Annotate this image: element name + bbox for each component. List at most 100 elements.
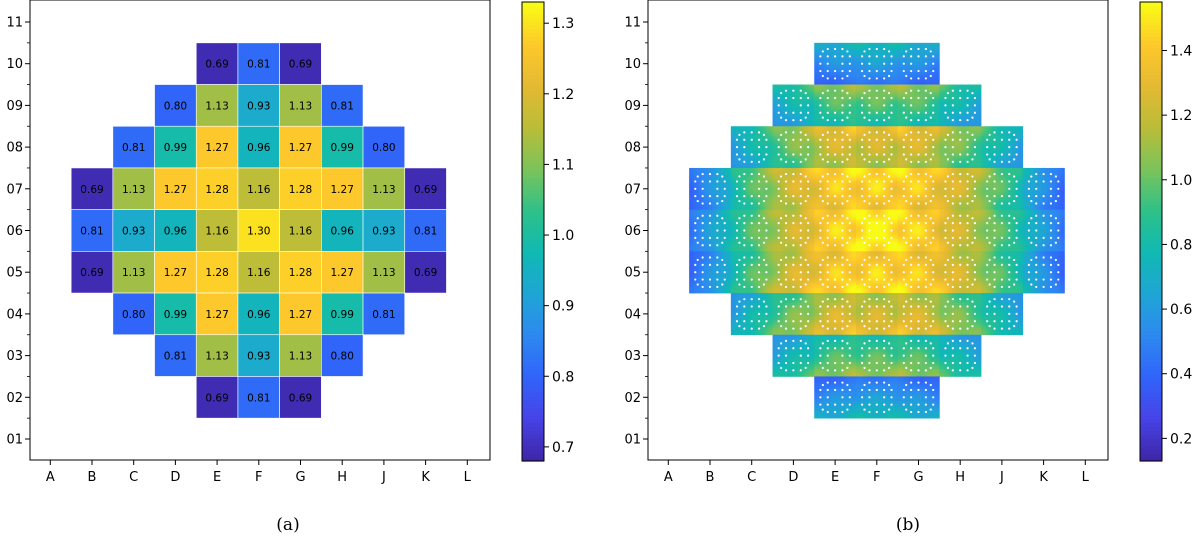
pin-cell [922,82,925,85]
pin-cell [946,84,950,88]
pin-cell [787,128,791,132]
pin-cell [878,123,881,127]
pin-cell [777,133,781,137]
pin-cell [971,145,975,149]
pin-cell [787,143,791,147]
pin-cell [846,136,849,139]
pin-cell [954,106,957,110]
pin-cell [914,67,918,71]
pin-cell [757,158,761,161]
pin-cell [787,165,791,169]
pin-cell [995,128,999,132]
pin-cell [976,165,979,169]
pin-cell [905,165,908,169]
pin-cell [936,165,940,169]
pin-cell [868,52,872,56]
pin-cell [1017,148,1021,152]
pin-cell [931,113,935,117]
pin-cell [787,101,791,105]
pin-cell [819,131,822,134]
pin-cell [900,136,903,139]
guide-tube-hole [780,116,783,119]
pin-cell [841,42,845,46]
pin-cell [831,101,835,105]
pin-cell [750,148,754,152]
pin-cell [936,89,940,93]
pin-cell [924,163,928,166]
pin-cell [789,148,793,152]
pin-cell [745,145,749,149]
pin-cell [733,165,737,169]
pin-cell [941,101,945,105]
pin-cell [985,128,989,132]
pin-cell [890,45,894,49]
pin-cell [929,153,933,157]
pin-cell [895,72,898,76]
pin-cell [745,155,749,159]
pin-cell [890,131,894,134]
pin-cell [828,109,832,112]
pin-cell [995,160,999,164]
pin-cell [1000,158,1004,161]
pin-cell [730,165,734,169]
pin-cell [878,140,881,144]
pin-cell [801,87,805,90]
pin-cell [841,158,845,161]
colorbar-segment [522,327,544,332]
pin-cell [880,138,884,142]
pin-cell [868,143,872,147]
guide-tube-hole [932,69,935,73]
pin-cell [846,87,849,90]
pin-cell [838,145,842,149]
pin-cell [735,126,739,130]
x-tick-label: H [337,470,347,485]
pin-cell [836,72,840,76]
pin-cell [885,155,889,159]
pin-cell [792,165,795,169]
pin-cell [880,96,884,100]
pin-cell [924,64,928,68]
pin-cell [860,72,864,76]
pin-cell [843,87,847,90]
pin-cell [833,72,837,76]
pin-cell [853,158,857,161]
pin-assembly [772,84,815,127]
assembly-value-label: 1.13 [372,184,395,196]
pin-cell [922,50,925,54]
pin-cell [865,77,869,80]
pin-cell [851,64,854,68]
pin-cell [843,101,847,105]
pin-cell [936,64,940,68]
pin-cell [787,96,791,100]
pin-cell [784,87,788,90]
pin-cell [787,89,791,93]
pin-cell [954,136,957,139]
guide-tube-hole [993,131,996,134]
pin-cell [919,89,923,93]
pin-cell [936,47,940,51]
pin-cell [855,150,859,154]
pin-cell [978,153,982,157]
pin-cell [895,148,898,152]
pin-cell [929,150,933,154]
pin-cell [848,84,852,88]
pin-cell [1020,163,1024,166]
pin-cell [1005,155,1009,159]
pin-cell [853,50,857,54]
pin-cell [895,165,898,169]
pin-cell [936,163,940,166]
pin-cell [858,163,862,166]
pin-cell [855,121,859,125]
pin-cell [806,109,810,112]
pin-cell [1005,145,1009,149]
pin-cell [939,118,943,122]
pin-cell [914,133,918,137]
pin-cell [865,89,869,93]
pin-cell [828,106,832,110]
guide-tube-hole [946,92,950,95]
pin-cell [828,55,832,58]
pin-cell [892,82,896,85]
pin-cell [836,133,840,137]
pin-cell [907,148,911,152]
pin-cell [853,111,857,115]
